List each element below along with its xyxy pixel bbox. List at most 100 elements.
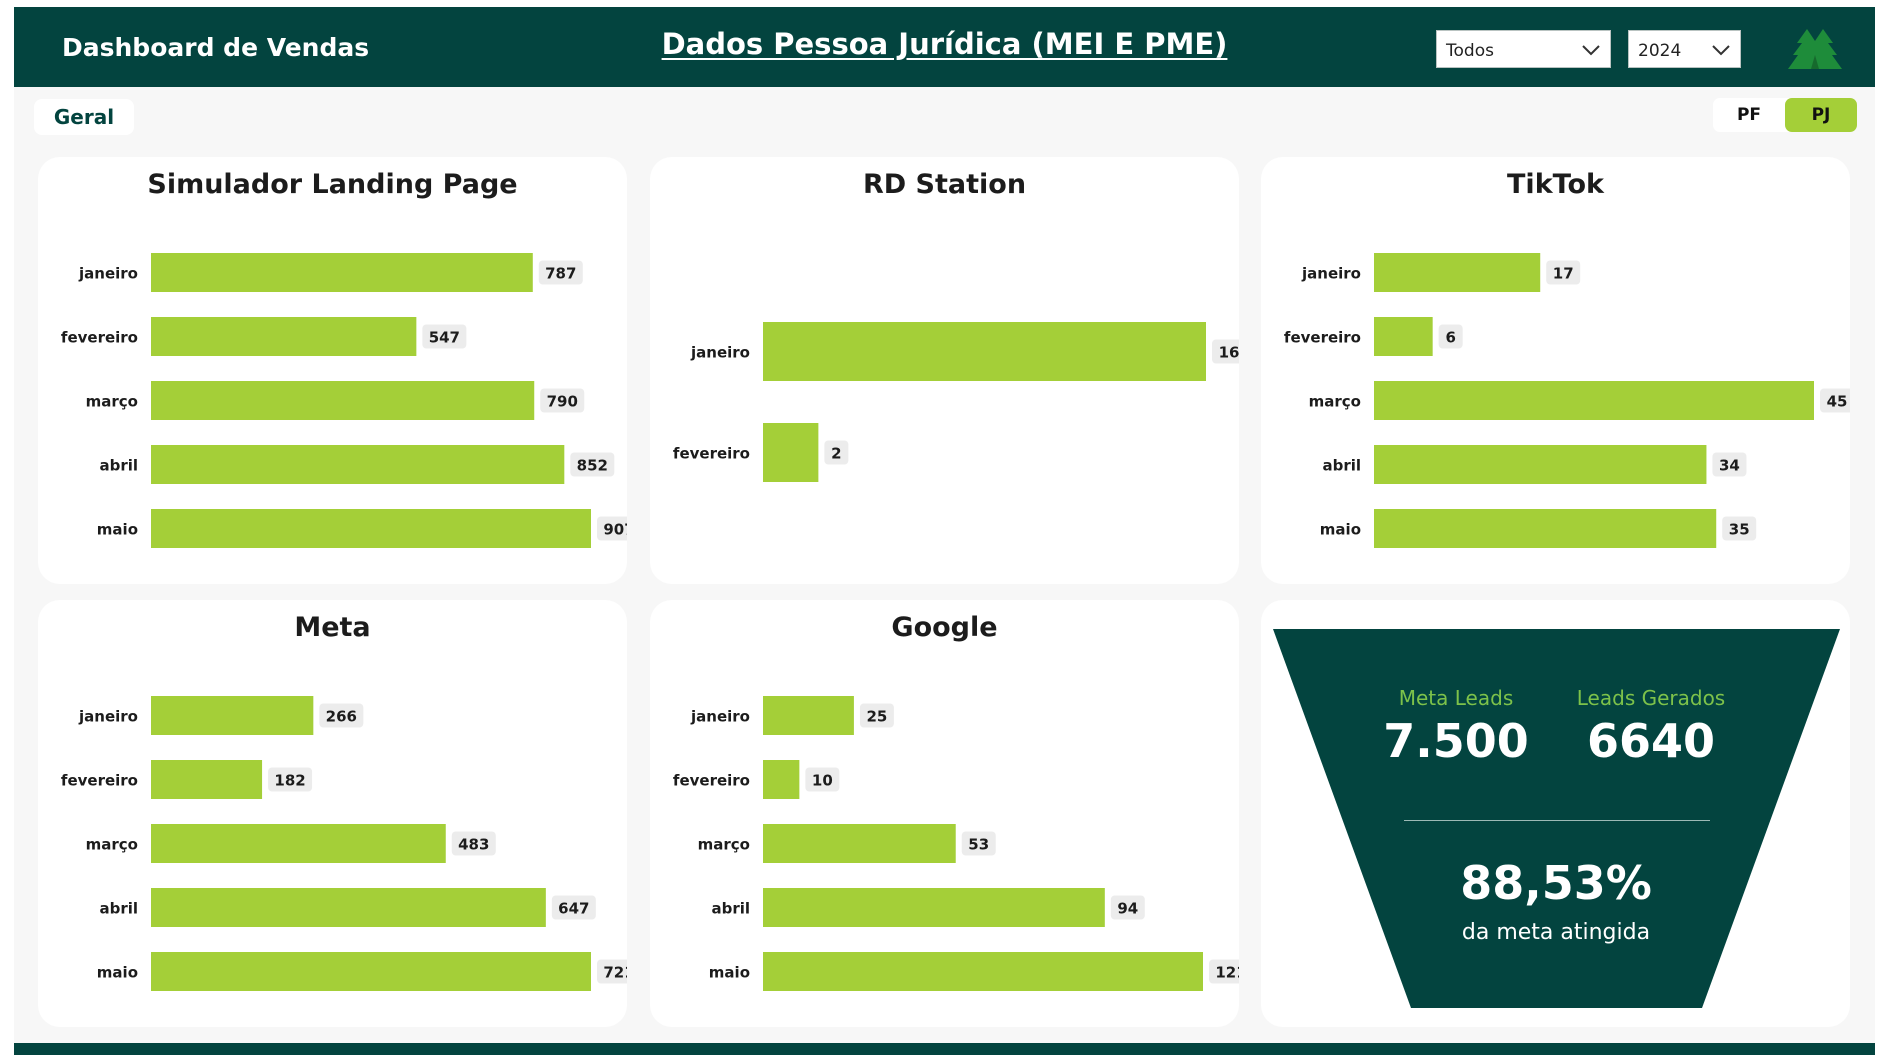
- bar: [1374, 509, 1717, 548]
- value-label: 17: [1553, 265, 1574, 283]
- bar: [763, 952, 1203, 991]
- percent-label: da meta atingida: [1461, 920, 1651, 945]
- bar: [763, 760, 800, 799]
- year-dropdown-value: 2024: [1638, 41, 1682, 61]
- bar-chart-tiktok: janeiro 17 fevereiro 6 março 45 abril 34 maio 35: [1284, 253, 1850, 548]
- funnel-shape: [1273, 629, 1840, 1008]
- bar: [763, 824, 956, 863]
- year-dropdown[interactable]: 2024: [1628, 30, 1741, 68]
- value-label-bg: [540, 388, 585, 413]
- category-label: janeiro: [78, 708, 138, 726]
- tab-geral[interactable]: Geral: [34, 99, 134, 135]
- percent-value: 88,53%: [1460, 856, 1652, 910]
- brand-title: Dashboard de Vendas: [62, 33, 370, 62]
- person-type-toggle: PF PJ: [1713, 98, 1857, 132]
- leads-gerados-value: 6640: [1586, 714, 1716, 768]
- value-label: 852: [577, 457, 608, 475]
- value-label-bg: [597, 959, 627, 984]
- category-label: fevereiro: [673, 772, 750, 790]
- category-label: fevereiro: [61, 329, 138, 347]
- bar: [1374, 253, 1541, 292]
- bar: [151, 317, 417, 356]
- value-label-bg: [319, 703, 364, 728]
- category-label: abril: [99, 900, 138, 918]
- value-label: 94: [1117, 900, 1138, 918]
- bar: [1374, 445, 1707, 484]
- value-label: 34: [1719, 457, 1740, 475]
- value-label: 16: [1219, 344, 1239, 362]
- bar: [763, 423, 819, 482]
- value-label-bg: [824, 440, 849, 465]
- value-label: 721: [603, 964, 627, 982]
- segment-dropdown[interactable]: Todos: [1436, 30, 1611, 68]
- value-label-bg: [1820, 388, 1850, 413]
- toggle-pf-button[interactable]: PF: [1736, 105, 1762, 125]
- bar: [151, 824, 446, 863]
- category-label: maio: [97, 521, 138, 539]
- bar: [151, 381, 535, 420]
- bar: [763, 888, 1105, 927]
- value-label-bg: [961, 831, 996, 856]
- header-bar: Dashboard de Vendas Dados Pessoa Jurídic…: [14, 7, 1875, 87]
- chart-card-meta: Meta janeiro 266 fevereiro 182 março 483 abril…: [38, 600, 627, 1027]
- bar: [151, 509, 591, 548]
- value-label: 647: [558, 900, 589, 918]
- bar-chart-google: janeiro 25 fevereiro 10 março 53 abril 94 maio 12…: [673, 696, 1239, 991]
- value-label: 790: [547, 393, 578, 411]
- chart-title: Simulador Landing Page: [147, 169, 518, 200]
- chart-title: Google: [891, 612, 998, 643]
- bar: [763, 322, 1206, 381]
- leads-gerados-label: Leads Gerados: [1576, 686, 1726, 710]
- value-label-bg: [1712, 452, 1747, 477]
- bar: [151, 253, 533, 292]
- chart-card-rdstation: RD Station janeiro 16 fevereiro 2: [650, 157, 1239, 584]
- bar: [151, 952, 591, 991]
- value-label-bg: [597, 516, 627, 541]
- value-label: 182: [274, 772, 305, 790]
- value-label: 6: [1445, 329, 1455, 347]
- category-label: março: [698, 836, 750, 854]
- bar: [151, 888, 546, 927]
- value-label-bg: [1546, 260, 1581, 285]
- bar: [151, 445, 565, 484]
- category-label: maio: [709, 964, 750, 982]
- chart-title: Meta: [294, 612, 371, 643]
- bar: [1374, 317, 1433, 356]
- category-label: janeiro: [690, 708, 750, 726]
- category-label: março: [1309, 393, 1361, 411]
- value-label-bg: [538, 260, 583, 285]
- category-label: maio: [97, 964, 138, 982]
- value-label-bg: [551, 895, 596, 920]
- value-label: 53: [968, 836, 989, 854]
- category-label: abril: [711, 900, 750, 918]
- bar: [1374, 381, 1814, 420]
- bar: [151, 696, 314, 735]
- kpi-card: Meta Leads Leads Gerados 7.500 6640 88,5…: [1261, 600, 1850, 1027]
- value-label: 10: [812, 772, 833, 790]
- chart-card-simulador: Simulador Landing Page janeiro 787 feverei…: [38, 157, 627, 584]
- dashboard-frame: Dashboard de Vendas Dados Pessoa Jurídic…: [14, 7, 1875, 1055]
- value-label-bg: [570, 452, 615, 477]
- tree-logo-icon: [1788, 29, 1842, 69]
- value-label: 2: [831, 445, 841, 463]
- category-label: março: [86, 393, 138, 411]
- meta-leads-label: Meta Leads: [1398, 686, 1514, 710]
- value-label: 266: [326, 708, 357, 726]
- category-label: fevereiro: [673, 445, 750, 463]
- bar-chart-rdstation: janeiro 16 fevereiro 2: [673, 322, 1239, 482]
- value-label: 907: [603, 521, 627, 539]
- value-label: 547: [429, 329, 460, 347]
- value-label-bg: [451, 831, 496, 856]
- kpi-divider: [1404, 820, 1710, 821]
- value-label-bg: [1209, 959, 1239, 984]
- chart-title: RD Station: [862, 169, 1027, 200]
- category-label: março: [86, 836, 138, 854]
- bar-chart-simulador: janeiro 787 fevereiro 547 março 790 abril 852 ma…: [61, 253, 627, 548]
- value-label-bg: [1438, 324, 1463, 349]
- value-label: 25: [866, 708, 887, 726]
- value-label: 483: [458, 836, 489, 854]
- value-label: 45: [1827, 393, 1848, 411]
- segment-dropdown-value: Todos: [1446, 41, 1494, 61]
- toggle-pj-button[interactable]: PJ: [1785, 98, 1857, 132]
- bar: [151, 760, 263, 799]
